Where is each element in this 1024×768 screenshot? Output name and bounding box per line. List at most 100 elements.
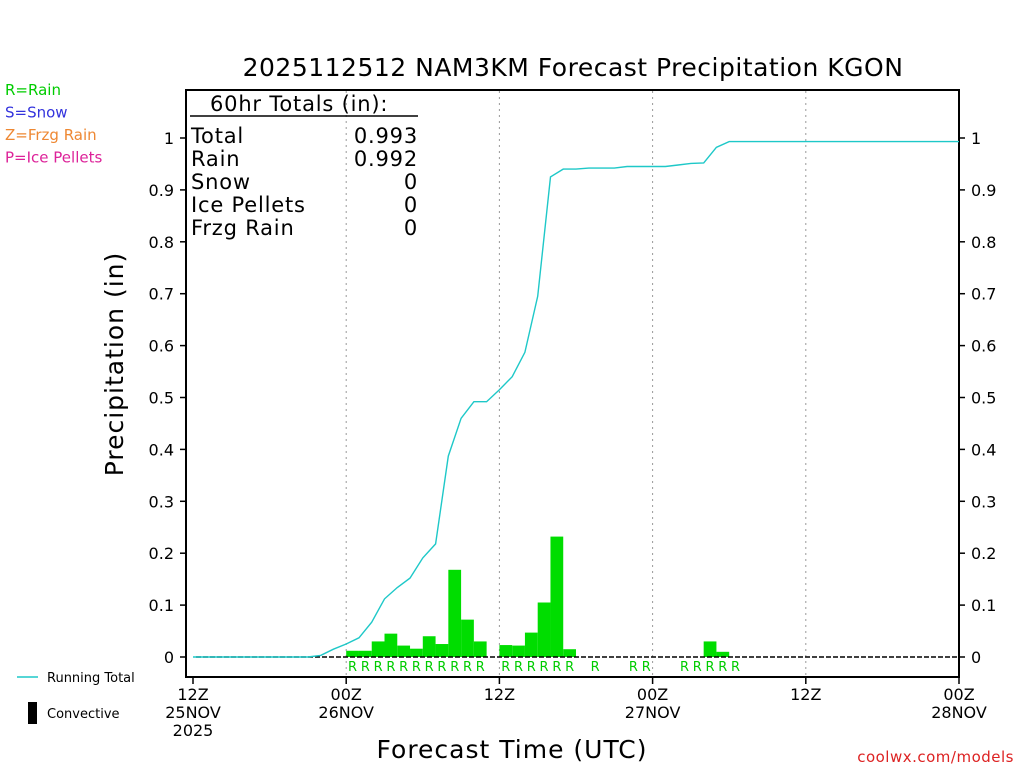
totals-header: 60hr Totals (in):	[210, 92, 388, 116]
convective-bar	[499, 645, 513, 657]
precip-type-marker: R	[629, 660, 638, 675]
precip-type-legend-item: S=Snow	[5, 104, 68, 122]
y-axis-label: Precipitation (in)	[100, 252, 129, 477]
y-tick-label-left: 0.9	[149, 181, 174, 200]
totals-row-value: 0.993	[354, 124, 418, 148]
precip-type-marker: R	[437, 660, 446, 675]
y-tick-label-left: 1	[164, 129, 174, 148]
y-tick-label-left: 0	[164, 648, 174, 667]
y-tick-label-left: 0.4	[149, 440, 174, 459]
convective-bar	[563, 649, 576, 657]
precip-type-marker: R	[527, 660, 536, 675]
precip-type-marker: R	[348, 660, 357, 675]
grid-lines	[345, 91, 807, 676]
precip-type-legend-item: R=Rain	[5, 81, 61, 99]
series-legend-label: Running Total	[47, 671, 135, 686]
precip-type-marker: R	[374, 660, 383, 675]
x-tick-label: 12Z	[484, 685, 515, 704]
y-tick-label-left: 0.6	[149, 337, 174, 356]
y-tick-label-right: 0.4	[971, 440, 996, 459]
plot-frame	[185, 89, 960, 678]
convective-bar	[435, 644, 449, 657]
precip-type-legend: R=Rain S=Snow Z=Frzg Rain P=Ice Pellets	[5, 81, 102, 167]
totals-box: 60hr Totals (in): Total 0.993 Rain 0.992 Sno…	[190, 92, 418, 240]
convective-bar	[703, 641, 717, 657]
totals-row-label: Frzg Rain	[191, 216, 295, 240]
x-tick-label: 28NOV	[931, 703, 987, 722]
credit-link[interactable]: coolwx.com/models	[857, 748, 1014, 766]
precip-type-marker: R	[412, 660, 421, 675]
series-legend: Running Total Convective	[17, 671, 135, 724]
y-tick-label-left: 0.7	[149, 285, 174, 304]
y-tick-label-left: 0.8	[149, 233, 174, 252]
x-tick-label: 26NOV	[318, 703, 374, 722]
totals-row-value: 0.992	[354, 147, 418, 171]
convective-bar	[384, 633, 398, 657]
y-tick-label-left: 0.2	[149, 544, 174, 563]
y-axis-ticks: 0 00.1 0.10.2 0.20.3 0.30.4 0.40.5 0.50.6 0.60.…	[149, 129, 997, 667]
totals-row-value: 0	[404, 216, 418, 240]
convective-bar	[371, 641, 385, 657]
totals-row-label: Rain	[191, 147, 240, 171]
convective-bar	[550, 536, 564, 657]
convective-bar	[422, 636, 436, 657]
precip-type-marker: R	[642, 660, 651, 675]
totals-row-label: Snow	[191, 170, 251, 194]
y-tick-label-right: 0.9	[971, 181, 996, 200]
x-tick-label: 2025	[173, 721, 214, 740]
precip-type-marker: R	[591, 660, 600, 675]
convective-bar	[512, 645, 525, 657]
totals-row-value: 0	[404, 170, 418, 194]
precip-type-marker: R	[540, 660, 549, 675]
precip-type-legend-item: Z=Frzg Rain	[5, 126, 97, 144]
precip-type-marker: R	[693, 660, 702, 675]
x-axis-label: Forecast Time (UTC)	[377, 735, 648, 764]
y-tick-label-right: 0.8	[971, 233, 996, 252]
totals-row-label: Total	[190, 124, 244, 148]
y-tick-label-left: 0.5	[149, 389, 174, 408]
series-legend-label: Convective	[47, 707, 120, 722]
precip-type-marker: R	[425, 660, 434, 675]
x-tick-label: 12Z	[790, 685, 821, 704]
y-tick-label-left: 0.1	[149, 596, 174, 615]
y-tick-label-right: 0	[971, 648, 981, 667]
y-tick-label-left: 0.3	[149, 492, 174, 511]
x-tick-label: 00Z	[943, 685, 974, 704]
precip-type-legend-item: P=Ice Pellets	[5, 149, 102, 167]
precip-type-marker: R	[399, 660, 408, 675]
precip-type-marker: R	[463, 660, 472, 675]
x-tick-label: 00Z	[331, 685, 362, 704]
precip-type-marker: R	[706, 660, 715, 675]
convective-swatch	[28, 702, 37, 724]
convective-bar	[358, 650, 372, 657]
x-tick-label: 00Z	[637, 685, 668, 704]
precip-type-marker: R	[476, 660, 485, 675]
convective-bar	[716, 651, 730, 657]
convective-bar	[461, 619, 474, 657]
precip-type-marker: R	[514, 660, 523, 675]
precip-type-marker: R	[361, 660, 370, 675]
y-tick-label-right: 0.2	[971, 544, 996, 563]
x-tick-label: 12Z	[177, 685, 208, 704]
precip-type-marker: R	[731, 660, 740, 675]
precip-type-marker: R	[565, 660, 574, 675]
convective-bar	[410, 648, 423, 657]
convective-bar	[346, 650, 359, 657]
x-tick-label: 25NOV	[165, 703, 221, 722]
convective-bars	[346, 536, 730, 657]
convective-bar	[473, 641, 487, 657]
precip-type-marker: R	[680, 660, 689, 675]
convective-bar	[448, 569, 462, 657]
y-tick-label-right: 0.5	[971, 389, 996, 408]
totals-row-label: Ice Pellets	[191, 193, 306, 217]
running-total-line	[193, 140, 959, 658]
y-tick-label-right: 0.7	[971, 285, 996, 304]
convective-bar	[537, 602, 551, 657]
y-tick-label-right: 0.3	[971, 492, 996, 511]
precip-type-marker: R	[501, 660, 510, 675]
chart-title: 2025112512 NAM3KM Forecast Precipitation…	[243, 53, 904, 82]
convective-bar	[524, 632, 538, 657]
